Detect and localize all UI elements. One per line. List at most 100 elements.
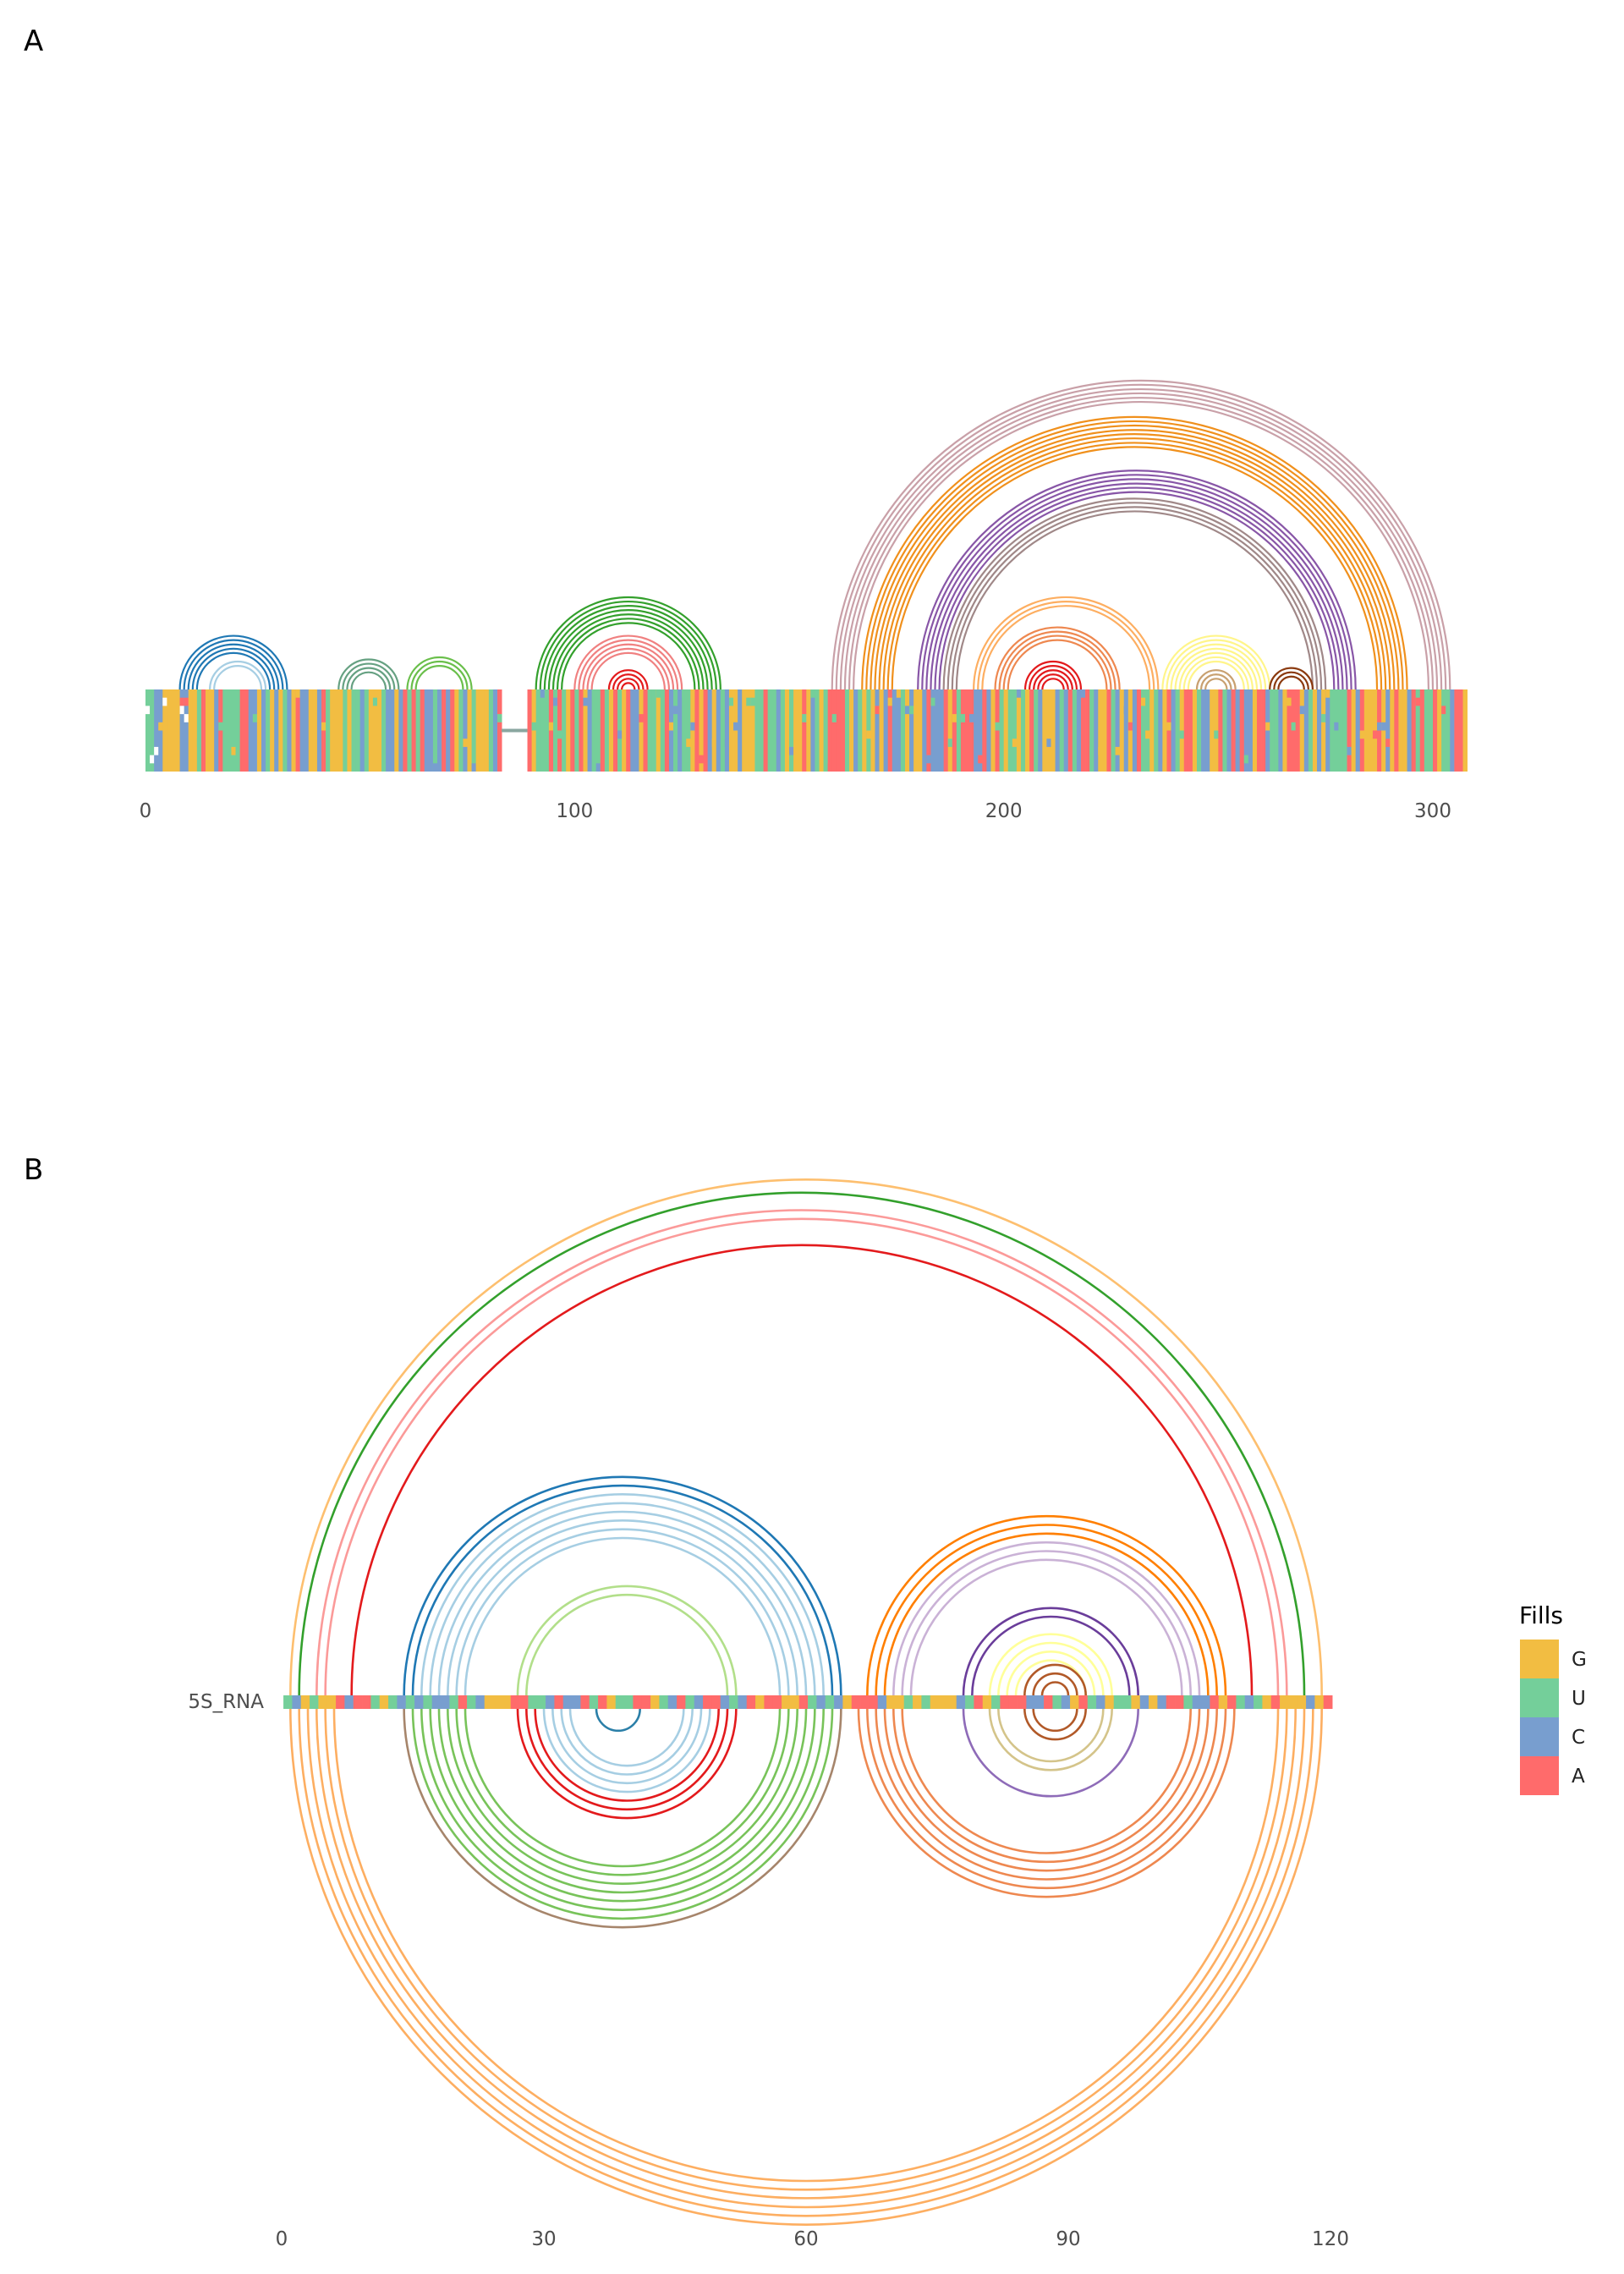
alignment-column (965, 689, 970, 772)
arc (892, 1541, 1201, 1696)
alignment-column (784, 689, 790, 772)
alignment-cell (200, 689, 206, 772)
variant-cell (184, 697, 189, 706)
alignment-column (1025, 689, 1030, 772)
arc (1161, 634, 1271, 690)
gap-cell (154, 746, 159, 755)
alignment-cell (351, 689, 356, 772)
alignment-column (608, 689, 614, 772)
alignment-cell (1419, 689, 1425, 772)
arc (516, 1585, 738, 1696)
alignment-cell (428, 689, 434, 772)
alignment-cell (574, 689, 579, 772)
alignment-column (1342, 689, 1347, 772)
alignment-cell (1188, 689, 1193, 772)
nucleotide-cell (493, 1695, 502, 1709)
nucleotide-cell (449, 1695, 459, 1709)
alignment-column (943, 689, 949, 772)
alignment-cell (870, 689, 875, 772)
alignment-column (432, 689, 438, 772)
variant-cell (206, 722, 211, 731)
alignment-cell (463, 689, 468, 772)
nucleotide-cell (1061, 1695, 1071, 1709)
variant-cell (875, 706, 880, 715)
arc (962, 1607, 1139, 1696)
arc (994, 626, 1121, 690)
nucleotide-cell (1018, 1695, 1027, 1709)
alignment-cell (338, 689, 343, 772)
alignment-cell (1226, 689, 1232, 772)
variant-cell (909, 706, 914, 715)
helix-arcs (403, 1475, 842, 1696)
arc (1174, 648, 1259, 690)
alignment-column (930, 689, 935, 772)
alignment-column (351, 689, 356, 772)
alignment-cell (1351, 689, 1357, 772)
alignment-cell (1270, 689, 1275, 772)
alignment-column (308, 689, 314, 772)
alignment-column (1321, 689, 1326, 772)
alignment-column (978, 689, 983, 772)
alignment-cell (1424, 689, 1429, 772)
alignment-cell (1437, 689, 1442, 772)
arc (568, 1708, 685, 1767)
nucleotide-cell (798, 1695, 809, 1709)
alignment-column (947, 689, 953, 772)
variant-cell (583, 697, 588, 706)
alignment-column (188, 689, 194, 772)
arc (420, 1493, 825, 1696)
alignment-cell (162, 689, 167, 772)
alignment-cell (1458, 689, 1463, 772)
arc (865, 420, 1404, 690)
alignment-cell (965, 689, 970, 772)
alignment-column (145, 689, 151, 772)
alignment-cell (1158, 689, 1163, 772)
alignment-column (999, 689, 1005, 772)
alignment-cell (990, 689, 996, 772)
arc (191, 647, 276, 690)
alignment-column (218, 689, 223, 772)
alignment-cell (1046, 689, 1051, 772)
arc (942, 497, 1327, 690)
alignment-cell (858, 689, 863, 772)
alignment-column (1003, 689, 1009, 772)
alignment-cell (1141, 689, 1146, 772)
arc (350, 671, 387, 690)
variant-cell (724, 739, 730, 747)
alignment-column (1330, 689, 1335, 772)
arc (414, 664, 464, 690)
x-tick-label: 0 (140, 800, 152, 822)
alignment-column (1278, 689, 1283, 772)
alignment-cell (1136, 689, 1142, 772)
alignment-column (562, 689, 567, 772)
alignment-cell (1098, 689, 1103, 772)
alignment-cell (1325, 689, 1330, 772)
helix-arcs (403, 1708, 842, 1929)
alignment-column (660, 689, 666, 772)
alignment-cell (1132, 689, 1138, 772)
nucleotide-cell (606, 1695, 617, 1709)
alignment-column (656, 689, 661, 772)
variant-cell (1098, 746, 1103, 755)
alignment-cell (330, 689, 335, 772)
variant-cell (1287, 697, 1292, 706)
alignment-column (694, 689, 700, 772)
arc (299, 1709, 1314, 2216)
alignment-cell (1218, 689, 1223, 772)
nucleotide-cell (834, 1695, 843, 1709)
legend-swatch (1520, 1756, 1559, 1795)
x-tick-label: 30 (531, 2228, 556, 2250)
nucleotide-cell (1323, 1695, 1333, 1709)
nucleotide-cell (300, 1695, 310, 1709)
alignment-column (840, 689, 846, 772)
alignment-cell (1317, 689, 1322, 772)
arc (543, 604, 713, 690)
alignment-column (1377, 689, 1382, 772)
variant-cell (866, 730, 871, 739)
alignment-cell (188, 689, 194, 772)
arc (342, 662, 396, 690)
alignment-column (1038, 689, 1043, 772)
alignment-column (1063, 689, 1069, 772)
variant-cell (651, 755, 657, 764)
alignment-column (1441, 689, 1446, 772)
